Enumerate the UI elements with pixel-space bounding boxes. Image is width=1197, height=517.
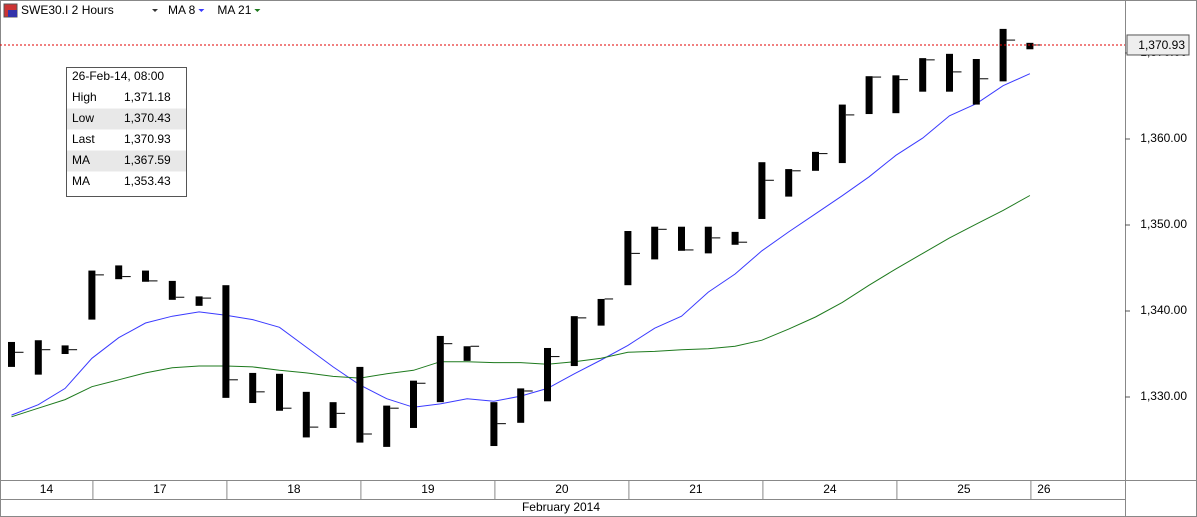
y-tick-label: 1,360.00	[1140, 131, 1187, 145]
info-row-label: High	[72, 90, 97, 104]
x-day-label: 18	[287, 482, 301, 496]
legend-entry[interactable]: MA 21	[217, 3, 251, 17]
info-row-value: 1,353.43	[124, 174, 171, 188]
price-bar	[34, 340, 42, 375]
price-bar	[249, 372, 257, 404]
y-tick-label: 1,340.00	[1140, 303, 1187, 317]
price-bar	[490, 402, 498, 447]
info-row-value: 1,367.59	[124, 153, 171, 167]
info-box-title: 26-Feb-14, 08:00	[72, 69, 164, 83]
dropdown-arrow[interactable]	[198, 9, 205, 12]
symbol-icon	[3, 3, 18, 18]
info-box: 26-Feb-14, 08:00 High 1,371.18 Low 1,370.43 L…	[66, 67, 187, 197]
price-bar	[276, 373, 283, 411]
price-bar	[168, 280, 176, 300]
price-bar	[785, 169, 793, 197]
price-bar	[222, 285, 230, 398]
info-row-bg	[67, 150, 186, 172]
price-bar	[517, 388, 525, 423]
price-bar	[597, 298, 605, 326]
x-day-label: 17	[153, 482, 167, 496]
price-bar	[1026, 42, 1034, 50]
legend-entry[interactable]: MA 8	[168, 3, 196, 17]
price-bar	[329, 402, 337, 428]
info-row-label: MA	[72, 174, 90, 188]
price-bar	[88, 270, 96, 320]
price-bar	[383, 405, 391, 447]
price-bar	[356, 366, 364, 443]
price-bar	[436, 335, 444, 403]
price-bar	[624, 231, 632, 286]
price-bar	[999, 28, 1007, 82]
price-bar	[302, 391, 310, 438]
price-bar	[704, 226, 712, 254]
last-price-label: 1,370.93	[1138, 38, 1185, 52]
info-row-bg	[67, 108, 186, 130]
price-bar	[463, 346, 471, 361]
price-bar	[115, 265, 123, 280]
x-day-label: 25	[957, 482, 971, 496]
price-bar	[678, 226, 685, 251]
price-bar	[544, 347, 551, 402]
price-bar	[946, 53, 953, 92]
info-row-label: MA	[72, 153, 90, 167]
price-bar	[142, 270, 149, 282]
x-day-label: 19	[421, 482, 435, 496]
price-bar	[972, 59, 980, 105]
price-bar	[758, 162, 766, 219]
x-day-label: 14	[40, 482, 54, 496]
x-day-label: 20	[555, 482, 569, 496]
info-row-label: Low	[72, 111, 94, 125]
dropdown-arrow[interactable]	[254, 9, 261, 12]
symbol-title[interactable]: SWE30.I 2 Hours	[21, 3, 114, 17]
info-row-value: 1,370.43	[124, 111, 171, 125]
price-bar	[865, 76, 873, 115]
x-day-label: 26	[1037, 482, 1051, 496]
info-row-value: 1,370.93	[124, 132, 171, 146]
price-bar	[570, 316, 578, 367]
price-bar	[410, 380, 417, 428]
x-day-label: 21	[689, 482, 703, 496]
info-row-label: Last	[72, 132, 95, 146]
info-box-frame	[66, 67, 187, 197]
y-tick-label: 1,330.00	[1140, 389, 1187, 403]
price-bar	[919, 58, 927, 92]
last-price-box	[1126, 34, 1190, 56]
price-bar	[651, 226, 659, 260]
price-bar	[812, 151, 819, 171]
x-month-label: February 2014	[522, 500, 600, 514]
price-bar	[892, 75, 900, 114]
info-row-value: 1,371.18	[124, 90, 171, 104]
dropdown-arrow[interactable]	[152, 9, 158, 12]
x-day-label: 24	[823, 482, 837, 496]
price-bar	[195, 296, 203, 306]
icon-part	[8, 10, 17, 17]
price-bar	[61, 345, 69, 355]
price-bar	[731, 231, 739, 245]
ma-line	[11, 195, 1031, 418]
y-tick-label: 1,350.00	[1140, 217, 1187, 231]
price-bar	[8, 341, 15, 367]
price-bar	[838, 104, 846, 164]
